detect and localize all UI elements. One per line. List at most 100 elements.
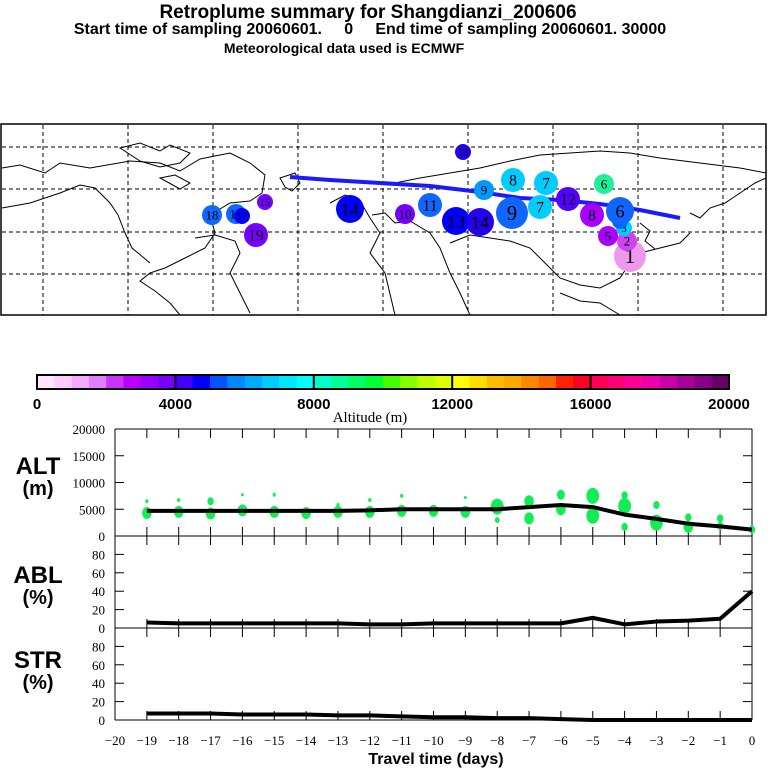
- plume-cluster: 8: [580, 203, 604, 227]
- colorbar-segment: [659, 375, 678, 389]
- y-tick-label: 80: [92, 639, 105, 654]
- colorbar-tick-label: 4000: [159, 396, 192, 413]
- colorbar-segment: [158, 375, 176, 389]
- colorbar-segment: [296, 375, 315, 389]
- colorbar-segment: [175, 375, 194, 389]
- altitude-scatter-point: [618, 498, 631, 515]
- cluster-label: 19: [248, 227, 264, 244]
- plume-cluster: 18: [202, 205, 222, 225]
- x-tick-label: −6: [554, 733, 568, 748]
- y-tick-label: 15000: [73, 449, 106, 464]
- y-tick-label: 80: [92, 547, 105, 562]
- y-tick-label: 20: [92, 603, 105, 618]
- cluster-label: 11: [422, 197, 437, 214]
- cluster-marker: [442, 207, 470, 235]
- x-tick-label: −9: [458, 733, 472, 748]
- altitude-scatter-point: [400, 493, 404, 498]
- coastline: [449, 232, 691, 289]
- colorbar-tick-label: 16000: [570, 396, 612, 413]
- x-tick-label: −19: [137, 733, 157, 748]
- x-tick-label: −15: [264, 733, 284, 748]
- x-tick-label: −5: [586, 733, 600, 748]
- cluster-label: 14: [341, 199, 359, 219]
- colorbar-segment: [711, 375, 730, 389]
- coastline: [279, 172, 301, 192]
- cluster-marker: [598, 226, 618, 246]
- x-axis-label: Travel time (days): [368, 751, 503, 768]
- cluster-label: 10: [399, 207, 412, 222]
- cluster-marker: [336, 195, 364, 223]
- plume-cluster: 12: [556, 187, 580, 211]
- cluster-marker: [534, 171, 558, 195]
- colorbar-segment: [37, 375, 55, 389]
- cluster-marker: [501, 168, 525, 192]
- cluster-label: 9: [507, 202, 517, 225]
- str-unit-label: (%): [22, 672, 54, 694]
- coastline: [371, 212, 471, 316]
- x-tick-label: −17: [200, 733, 221, 748]
- plume-cluster: 5: [598, 226, 618, 246]
- cluster-label: 18: [206, 208, 219, 223]
- cluster-marker: [418, 193, 442, 217]
- cluster-label: 6: [601, 177, 608, 192]
- plume-cluster: 17: [234, 208, 250, 224]
- colorbar-segment: [348, 375, 367, 389]
- cluster-label: 1: [625, 245, 635, 268]
- y-tick-label: 5000: [79, 502, 105, 517]
- colorbar-segment: [383, 375, 401, 389]
- altitude-scatter-point: [301, 506, 311, 519]
- x-tick-label: −14: [296, 733, 317, 748]
- map-coastlines: [1, 142, 767, 316]
- altitude-scatter-point: [586, 487, 600, 504]
- coastline: [194, 234, 251, 314]
- colorbar-segment: [538, 375, 557, 389]
- plume-cluster: 15: [257, 194, 273, 210]
- altitude-scatter-point: [716, 514, 724, 523]
- met-data-subtitle: Meteorological data used is ECMWF: [223, 40, 465, 56]
- series-line: [146, 711, 752, 722]
- plume-cluster: 6: [606, 197, 634, 225]
- str-label: STR: [14, 647, 62, 674]
- colorbar-segment: [244, 375, 263, 389]
- colorbar-segment: [71, 375, 90, 389]
- x-tick-label: −2: [681, 733, 695, 748]
- cluster-marker: [244, 223, 268, 247]
- colorbar-segment: [192, 375, 211, 389]
- colorbar-segment: [573, 375, 592, 389]
- colorbar-tick-label: 8000: [297, 396, 330, 413]
- colorbar-segment: [400, 375, 419, 389]
- coastline: [1, 152, 266, 316]
- coastline: [118, 142, 191, 168]
- altitude-scatter-point: [490, 498, 504, 515]
- panel-abl: 0 20 40 60 80: [92, 535, 754, 636]
- x-tick-label: −8: [490, 733, 504, 748]
- colorbar-segment: [417, 375, 436, 389]
- altitude-scatter-point: [524, 495, 534, 508]
- altitude-scatter-point: [240, 493, 244, 497]
- colorbar-segment: [677, 375, 695, 389]
- y-tick-label: 40: [92, 676, 105, 691]
- series-line: [146, 589, 754, 627]
- panel-alt: 0 5000 10000 15000 20000: [73, 422, 756, 544]
- coastline: [394, 150, 767, 184]
- x-tick-label: −20: [105, 733, 125, 748]
- cluster-label: 17: [237, 212, 247, 223]
- panel-str: 0 20 40 60 80: [92, 627, 753, 728]
- abl-label: ABL: [13, 562, 63, 589]
- colorbar-segment: [642, 375, 661, 389]
- plume-cluster: 14: [466, 208, 494, 236]
- cluster-marker: [594, 174, 614, 194]
- colorbar-frame: [36, 374, 730, 390]
- colorbar-segment: [590, 375, 609, 389]
- y-tick-label: 20000: [73, 422, 106, 437]
- cluster-marker: [202, 205, 222, 225]
- plume-cluster: 9: [496, 197, 528, 229]
- colorbar-segment: [54, 375, 73, 389]
- cluster-label: 13: [458, 148, 468, 159]
- alt-unit-label: (m): [22, 478, 54, 500]
- str-panel-label: STR (%): [8, 647, 68, 695]
- cluster-marker: [466, 208, 494, 236]
- x-tick-label: −11: [392, 733, 412, 748]
- cluster-marker: [474, 180, 494, 200]
